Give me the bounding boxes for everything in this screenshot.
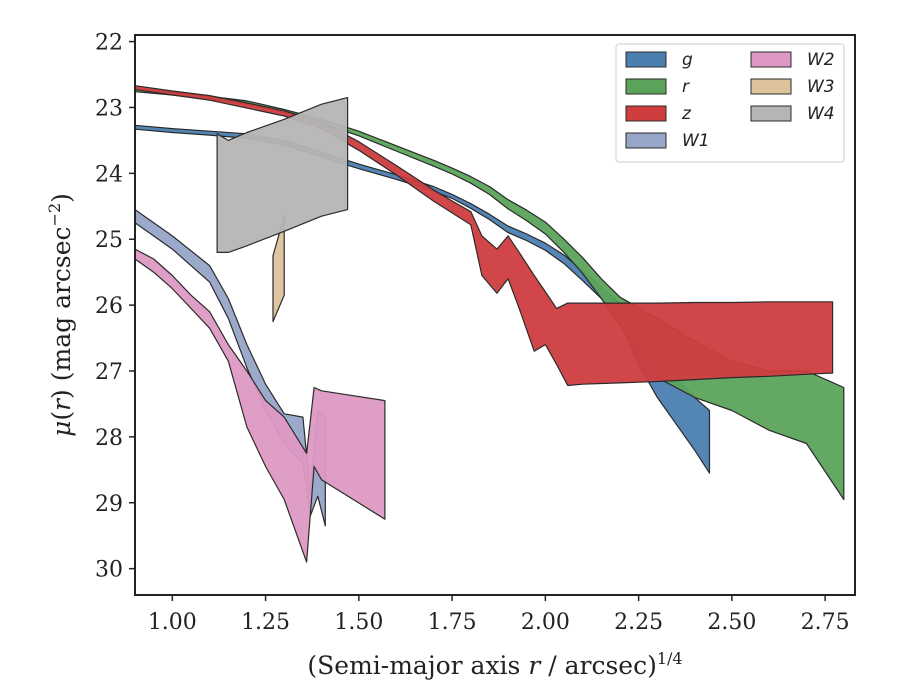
- x-tick-label: 1.00: [148, 610, 197, 635]
- y-tick-label: 29: [95, 492, 123, 517]
- y-tick-label: 27: [95, 360, 123, 385]
- legend-swatch-z: [625, 105, 667, 122]
- legend-frame: [615, 43, 845, 163]
- series-band-W4: [216, 96, 349, 253]
- legend-swatch-r: [625, 78, 667, 95]
- series-band-W2: [134, 248, 386, 563]
- x-tick-label: 2.25: [614, 610, 663, 635]
- plot-frame: [134, 34, 856, 596]
- legend-label-g: g: [682, 50, 693, 70]
- y-tick-label: 25: [95, 228, 123, 253]
- y-tick-label: 23: [95, 96, 123, 121]
- legend-swatch-W2: [750, 51, 792, 68]
- legend-label-W3: W3: [807, 77, 835, 97]
- legend-label-z: z: [681, 104, 692, 124]
- legend-swatch-W3: [750, 78, 792, 95]
- x-tick-label: 2.50: [707, 610, 756, 635]
- y-axis: 22 23 24 25 26 27 28 29 30: [95, 31, 135, 583]
- x-tick-label: 2.75: [801, 610, 850, 635]
- series-band-W1: [134, 209, 326, 527]
- legend: grz W1 W2 W3 W4: [615, 43, 845, 163]
- x-axis: 1.00 1.25 1.50 1.75 2.00 2.25 2.50 2.75: [148, 595, 850, 635]
- y-tick-label: 26: [95, 294, 123, 319]
- x-tick-label: 1.75: [428, 610, 477, 635]
- y-tick-label: 22: [95, 31, 123, 56]
- legend-label-W1: W1: [682, 131, 710, 151]
- y-axis-label: μ(r) (mag arcsec−2): [45, 193, 76, 437]
- x-tick-label: 2.00: [521, 610, 570, 635]
- legend-entries: grz W1 W2 W3 W4: [625, 50, 835, 151]
- legend-swatch-W1: [625, 132, 667, 149]
- series-band-z: [134, 85, 834, 387]
- x-tick-label: 1.25: [241, 610, 290, 635]
- legend-label-W2: W2: [807, 50, 835, 70]
- legend-swatch-g: [625, 51, 667, 68]
- y-tick-label: 28: [95, 426, 123, 451]
- y-tick-label: 24: [95, 162, 123, 187]
- series-band-g: [134, 124, 711, 474]
- legend-swatch-W4: [750, 105, 792, 122]
- y-tick-label: 30: [95, 558, 123, 583]
- series-layer: [134, 85, 845, 563]
- series-band-r: [134, 88, 845, 501]
- legend-label-W4: W4: [807, 104, 835, 124]
- x-axis-label: (Semi-major axis r / arcsec)1/4: [307, 649, 682, 680]
- x-tick-label: 1.50: [334, 610, 383, 635]
- legend-label-r: r: [682, 77, 690, 97]
